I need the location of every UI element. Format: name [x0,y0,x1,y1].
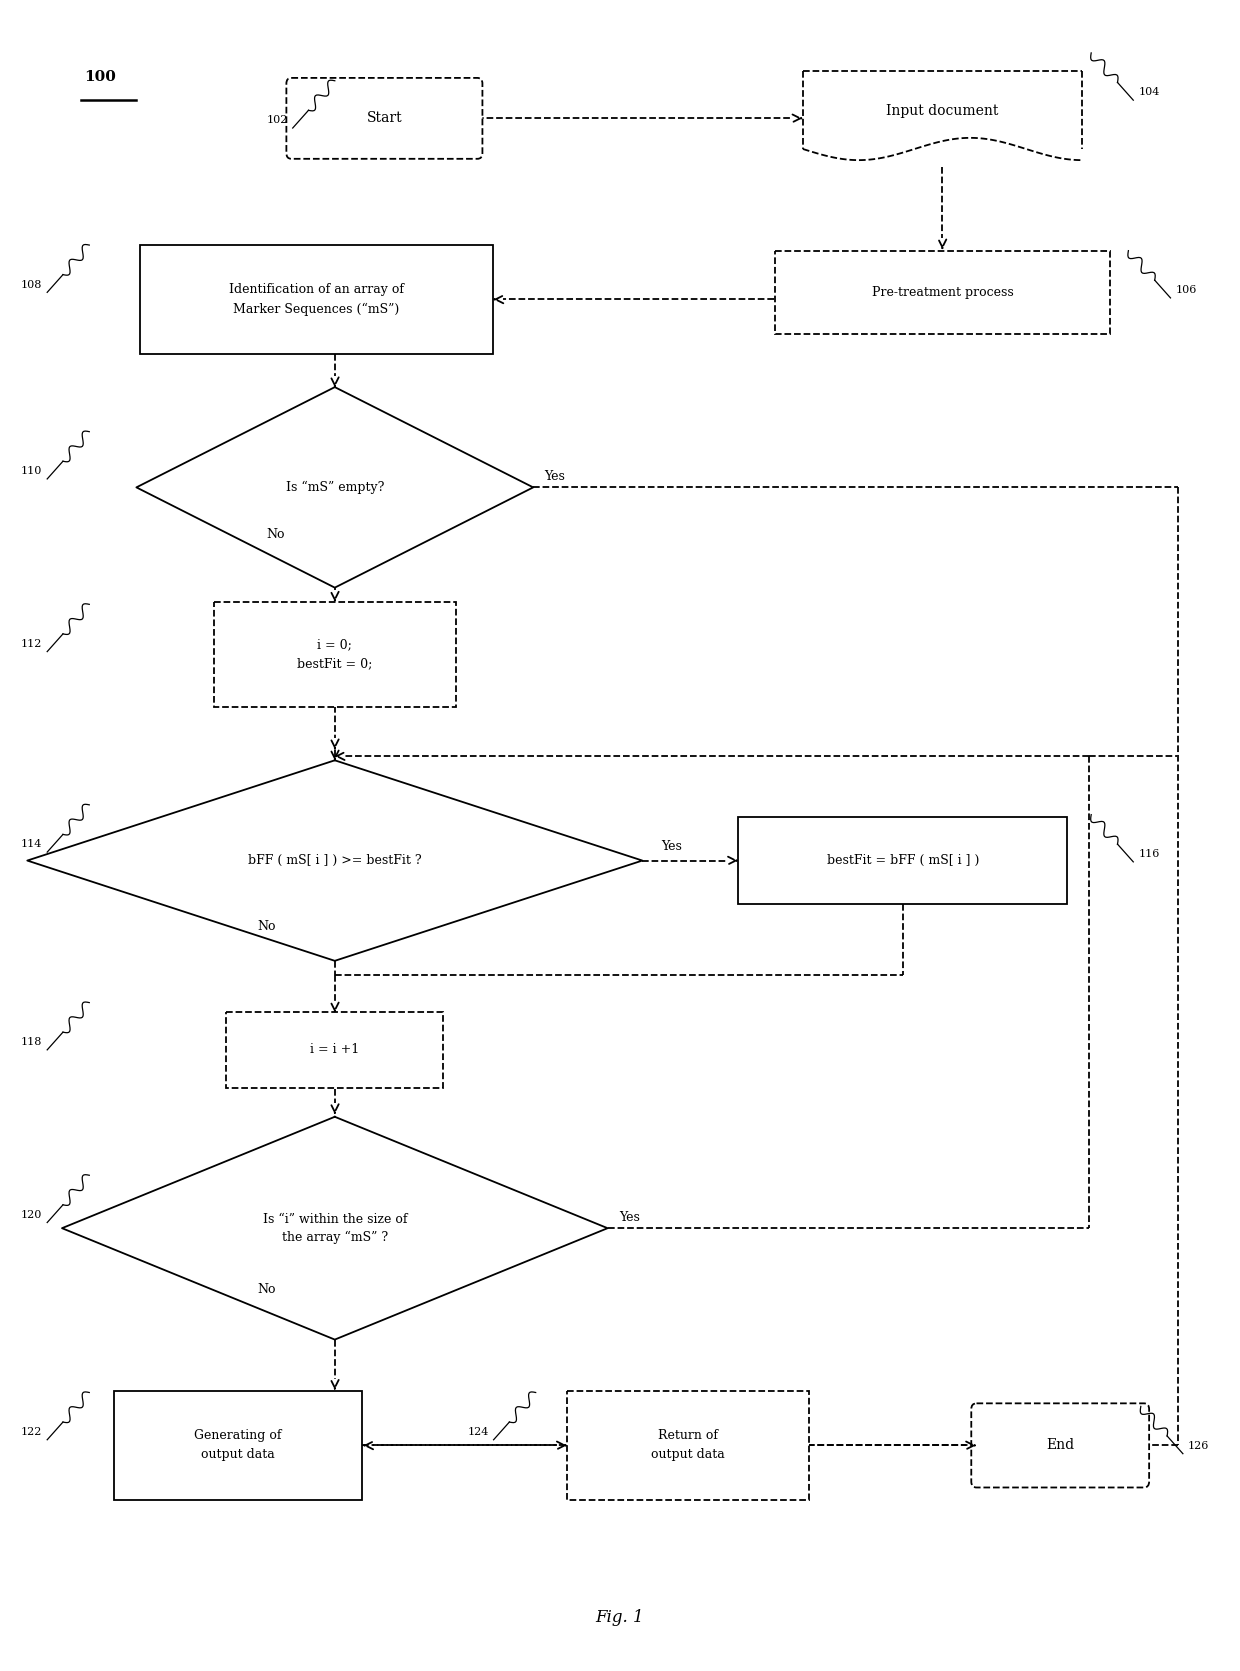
Bar [738,817,1066,904]
Bar [114,1390,362,1501]
Text: Return of
output data: Return of output data [651,1429,725,1462]
Text: 122: 122 [21,1427,42,1437]
Bar [215,602,456,707]
Text: Is “mS” empty?: Is “mS” empty? [285,481,384,495]
Text: 120: 120 [21,1210,42,1220]
FancyBboxPatch shape [286,79,482,159]
Text: Yes: Yes [544,470,564,483]
Bar [139,246,492,354]
Text: Yes: Yes [620,1210,640,1223]
Text: Input document: Input document [887,104,998,119]
Text: 112: 112 [21,638,42,648]
Text: Pre-treatment process: Pre-treatment process [872,286,1013,299]
Text: Generating of
output data: Generating of output data [195,1429,281,1462]
Text: 114: 114 [21,839,42,849]
Text: i = i +1: i = i +1 [310,1043,360,1056]
Text: No: No [258,1283,275,1297]
Text: 100: 100 [84,70,117,84]
Text: No: No [267,528,284,541]
Text: 124: 124 [467,1427,489,1437]
Text: End: End [1047,1439,1074,1452]
Text: 104: 104 [1138,87,1159,97]
Text: 110: 110 [21,466,42,476]
Text: bestFit = bFF ( mS[ i ] ): bestFit = bFF ( mS[ i ] ) [827,854,978,867]
Bar [567,1390,808,1501]
Bar [226,1011,444,1088]
Text: Start: Start [367,112,402,125]
Text: 102: 102 [267,115,288,125]
Text: bFF ( mS[ i ] ) >= bestFit ?: bFF ( mS[ i ] ) >= bestFit ? [248,854,422,867]
FancyBboxPatch shape [971,1404,1149,1487]
Text: 106: 106 [1176,286,1197,296]
Text: No: No [258,919,275,932]
Text: Fig. 1: Fig. 1 [595,1609,645,1626]
Text: 108: 108 [21,279,42,289]
Text: Is “i” within the size of
the array “mS” ?: Is “i” within the size of the array “mS”… [263,1213,407,1243]
Text: 118: 118 [21,1038,42,1048]
Text: 116: 116 [1138,849,1159,859]
Text: Yes: Yes [662,841,682,854]
Text: Identification of an array of
Marker Sequences (“mS”): Identification of an array of Marker Seq… [228,282,404,316]
Text: i = 0;
bestFit = 0;: i = 0; bestFit = 0; [298,638,372,670]
Bar [775,251,1110,334]
Text: 126: 126 [1188,1440,1209,1450]
